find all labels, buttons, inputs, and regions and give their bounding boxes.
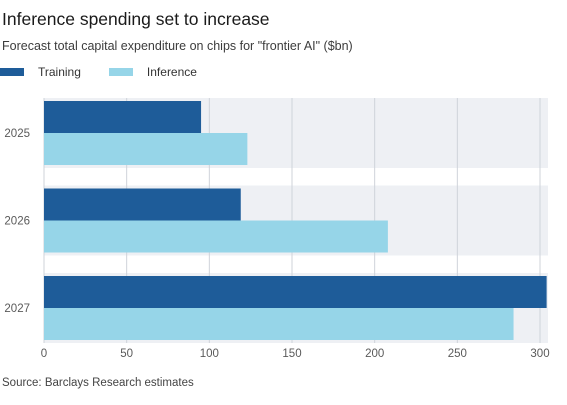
legend-label-inference: Inference xyxy=(146,65,197,79)
legend-item-training: Training xyxy=(0,65,81,79)
x-tick-label-100: 100 xyxy=(200,348,219,360)
chart-title: Inference spending set to increase xyxy=(2,9,270,29)
legend-label-training: Training xyxy=(38,65,81,79)
legend-swatch-inference xyxy=(108,68,133,76)
legend-swatch-training xyxy=(0,68,24,76)
bar-training-2026 xyxy=(44,188,241,221)
bar-inference-2026 xyxy=(44,220,388,253)
x-tick-label-300: 300 xyxy=(530,348,549,360)
bar-inference-2025 xyxy=(44,133,248,165)
bar-training-2027 xyxy=(44,276,547,308)
legend-item-inference: Inference xyxy=(108,65,197,79)
x-tick-label-250: 250 xyxy=(448,348,467,360)
bar-inference-2027 xyxy=(44,308,514,340)
chart-subtitle: Forecast total capital expenditure on ch… xyxy=(2,39,353,53)
x-tick-label-150: 150 xyxy=(282,348,301,360)
y-tick-label-2027: 2027 xyxy=(4,303,30,315)
x-tick-label-200: 200 xyxy=(365,348,384,360)
y-tick-label-2026: 2026 xyxy=(4,216,30,228)
x-tick-label-0: 0 xyxy=(41,348,47,360)
bar-training-2025 xyxy=(44,101,202,133)
x-tick-label-50: 50 xyxy=(120,348,133,360)
y-tick-label-2025: 2025 xyxy=(4,128,30,140)
bar-chart: 2025 2026 2027 0 50 100 150 200 250 300 xyxy=(4,98,550,360)
legend: Training Inference xyxy=(0,64,225,80)
source-note: Source: Barclays Research estimates xyxy=(2,377,194,389)
